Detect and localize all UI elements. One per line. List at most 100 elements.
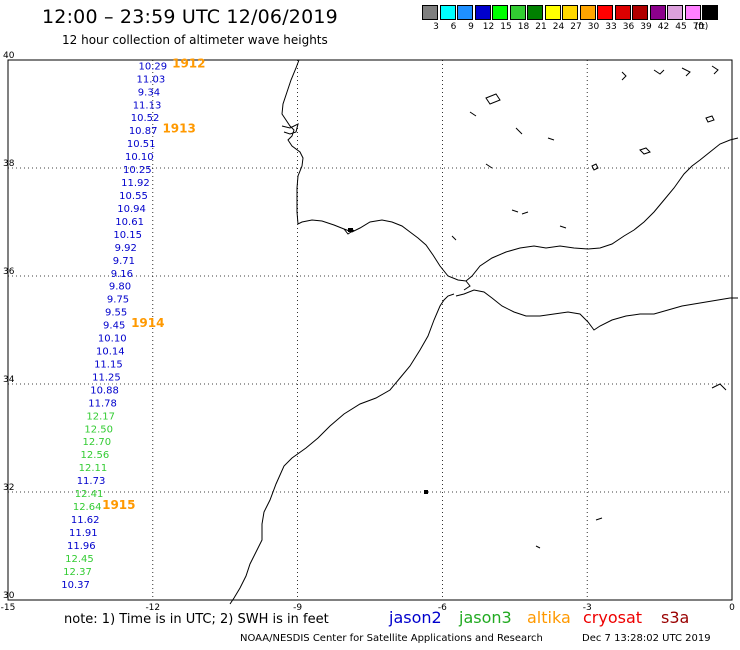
lon-tick-label: 0 — [729, 603, 735, 613]
lake-3 — [653, 69, 665, 75]
lake-12 — [451, 235, 457, 241]
wave-height-value: 11.96 — [67, 541, 96, 552]
footer-credit: NOAA/NESDIS Center for Satellite Applica… — [240, 633, 543, 644]
wave-height-value: 10.10 — [98, 334, 127, 345]
colorbar-label: 12 — [482, 22, 495, 32]
axis-tick-labels: 40 38 36 34 32 30 -15 -12 -9 -6 -3 0 — [1, 51, 735, 613]
coast-iberia-west — [281, 59, 739, 282]
wave-height-value: 11.91 — [69, 528, 98, 539]
colorbar-label: 36 — [622, 22, 635, 32]
map-title: 12:00 – 23:59 UTC 12/06/2019 — [42, 6, 338, 28]
wave-height-value: 12.70 — [82, 437, 111, 448]
wave-height-value: 10.51 — [127, 139, 156, 150]
legend-jason2: jason2 — [389, 608, 442, 627]
wave-height-value: 12.11 — [79, 463, 108, 474]
colorbar-label: 39 — [640, 22, 652, 32]
colorbar-label: 45 — [675, 22, 687, 32]
colorbar-label: 70 — [692, 22, 705, 32]
island-menorca — [705, 115, 715, 123]
coast-gibraltar-africa — [455, 289, 738, 331]
buoy-label: 1912 — [172, 57, 205, 71]
wave-height-value: 9.16 — [111, 269, 133, 280]
map-subtitle: 12 hour collection of altimeter wave hei… — [62, 33, 328, 47]
lake-10 — [511, 209, 519, 213]
island-mallorca — [639, 147, 651, 155]
lat-tick-label: 34 — [3, 375, 15, 385]
island-small-2 — [535, 545, 541, 549]
wave-height-value: 10.10 — [125, 152, 154, 163]
lake-9 — [485, 163, 493, 169]
colorbar-label: 9 — [468, 22, 474, 32]
wave-height-value: 10.25 — [123, 165, 152, 176]
wave-height-value: 10.87 — [129, 126, 158, 137]
colorbar-unit: (ft) — [694, 22, 709, 32]
colorbar-swatch — [579, 5, 596, 20]
wave-height-value: 11.62 — [71, 515, 100, 526]
lon-tick-label: -12 — [145, 603, 160, 613]
colorbar-swatch — [702, 5, 718, 20]
wave-height-value: 12.45 — [65, 554, 94, 565]
lon-tick-label: -6 — [438, 603, 447, 613]
colorbar-label: 33 — [605, 22, 617, 32]
wave-height-value: 10.61 — [115, 217, 144, 228]
colorbar-swatch — [667, 5, 683, 20]
buoy-label: 1913 — [162, 122, 195, 136]
colorbar-swatch — [684, 5, 701, 20]
lake-8 — [547, 137, 555, 141]
colorbar-swatch — [632, 5, 648, 20]
coastline — [229, 59, 739, 605]
island-dot — [424, 490, 428, 494]
colorbar-label: 6 — [450, 22, 457, 32]
wave-height-value: 9.75 — [107, 295, 129, 306]
colorbar-swatch — [509, 5, 526, 20]
lake-11 — [521, 211, 529, 215]
wave-height-value: 12.37 — [63, 567, 92, 578]
buoy-labels: 1912 1913 1914 1915 — [102, 57, 205, 512]
wave-height-value: 11.25 — [92, 372, 121, 383]
wave-height-value: 10.37 — [61, 580, 90, 591]
wave-height-value: 11.92 — [121, 178, 150, 189]
colorbar-swatch — [562, 5, 578, 20]
wave-height-value: 9.34 — [138, 87, 160, 98]
lat-tick-label: 38 — [3, 159, 15, 169]
colorbar-swatch — [457, 5, 473, 20]
wave-height-value: 11.73 — [77, 476, 106, 487]
colorbar-swatch — [422, 5, 438, 20]
wave-height-value: 9.80 — [109, 282, 131, 293]
wave-height-value: 11.15 — [94, 359, 123, 370]
lake-4 — [681, 67, 691, 77]
note-text: note: 1) Time is in UTC; 2) SWH is in fe… — [64, 612, 329, 627]
lake-1 — [485, 93, 501, 105]
map-frame — [7, 59, 733, 601]
lake-14 — [711, 383, 727, 391]
wave-height-value: 9.55 — [105, 308, 127, 319]
colorbar-swatch — [649, 5, 666, 20]
colorbar-label: 24 — [552, 22, 565, 32]
wave-height-value: 9.45 — [103, 321, 125, 332]
colorbar-swatch — [492, 5, 508, 20]
island-small-1 — [595, 517, 603, 521]
colorbar-label: 30 — [587, 22, 600, 32]
lake-13 — [559, 225, 567, 229]
wave-height-value: 11.78 — [88, 398, 117, 409]
lake-2 — [621, 71, 627, 81]
lon-tick-label: -15 — [1, 603, 16, 613]
lake-6 — [469, 111, 477, 117]
legend-s3a: s3a — [661, 608, 690, 627]
wave-height-value: 12.56 — [81, 450, 110, 461]
wave-height-value: 11.03 — [137, 74, 166, 85]
lat-tick-label: 40 — [3, 51, 15, 61]
colorbar-label: 42 — [657, 22, 670, 32]
cadiz-dot — [348, 228, 353, 232]
legend-jason3: jason3 — [459, 608, 512, 627]
wave-height-value: 12.41 — [75, 489, 104, 500]
colorbar-label: 21 — [535, 22, 547, 32]
wave-height-value: 10.88 — [90, 385, 119, 396]
wave-height-value: 9.71 — [113, 256, 135, 267]
lat-tick-label: 30 — [3, 591, 15, 601]
wave-height-value: 10.55 — [119, 191, 148, 202]
buoy-label: 1914 — [131, 316, 164, 330]
buoy-label: 1915 — [102, 498, 135, 512]
wave-height-value: 12.17 — [86, 411, 115, 422]
wave-height-value: 10.94 — [117, 204, 146, 215]
